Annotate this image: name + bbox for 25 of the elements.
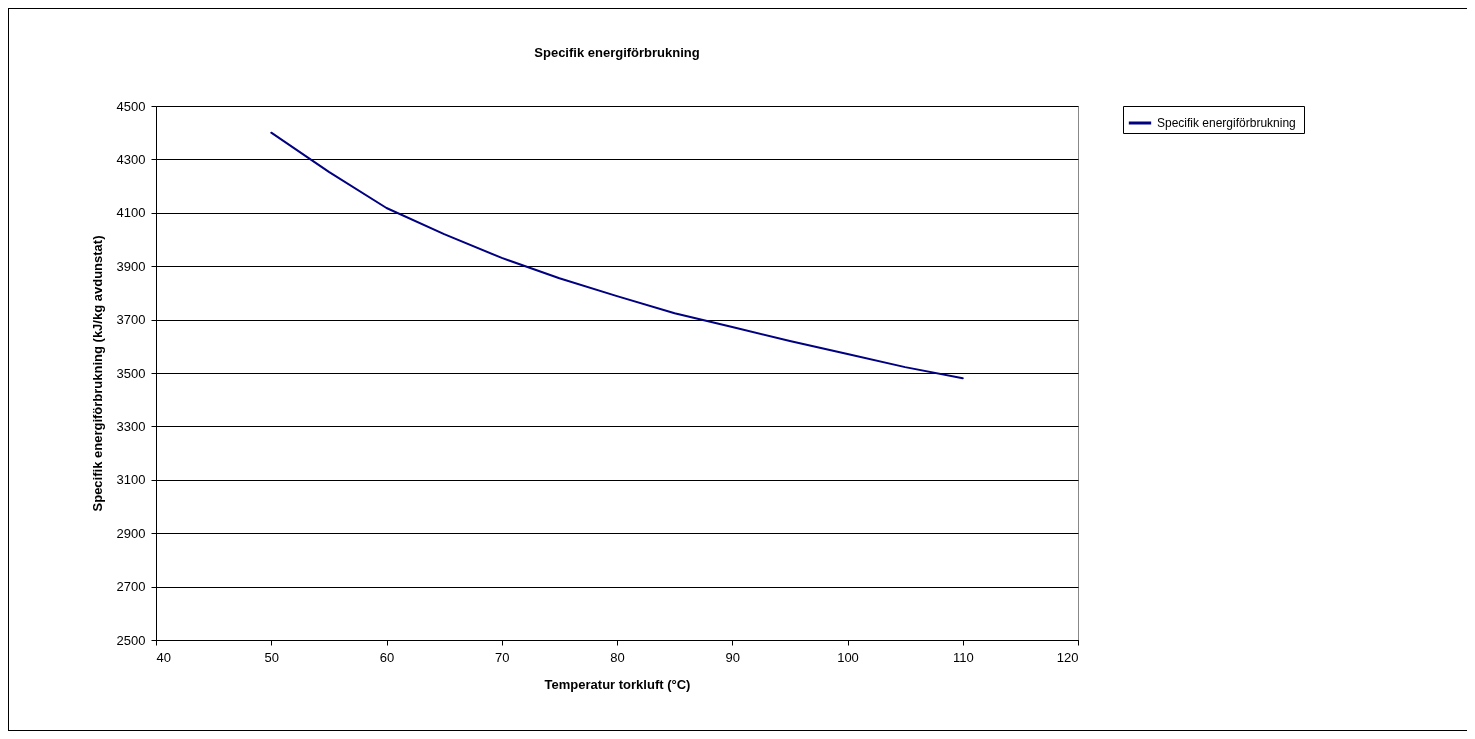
- x-tick-label: 40: [156, 649, 171, 665]
- y-tick-label: 4500: [116, 98, 146, 114]
- x-tick-label: 110: [952, 649, 974, 665]
- x-tick-label: 80: [610, 649, 625, 665]
- x-axis-title: Temperatur torkluft (°C): [544, 676, 691, 692]
- y-tick-label: 4300: [116, 151, 146, 167]
- y-tick-label: 2900: [116, 525, 146, 541]
- y-tick-label: 3700: [116, 312, 146, 328]
- x-tick-label: 70: [495, 649, 510, 665]
- y-tick-label: 3900: [116, 258, 146, 274]
- x-tick-label: 50: [264, 649, 279, 665]
- legend-label: Specifik energiförbrukning: [1157, 116, 1296, 130]
- x-tick-label: 90: [725, 649, 740, 665]
- y-tick-label: 3300: [116, 418, 146, 434]
- y-tick-label: 3500: [116, 365, 146, 381]
- y-tick-label: 2500: [116, 632, 146, 648]
- x-tick-label: 100: [837, 649, 859, 665]
- y-tick-label: 3100: [116, 472, 146, 488]
- x-tick-label: 120: [1056, 649, 1079, 665]
- y-axis-title: Specifik energiförbrukning (kJ/kg avdunstat): [89, 235, 105, 512]
- x-tick-label: 60: [379, 649, 395, 665]
- line-series: [270, 131, 964, 380]
- chart-title: Specifik energiförbrukning: [534, 45, 700, 60]
- y-tick-label: 2700: [116, 579, 146, 595]
- y-tick-label: 4100: [116, 205, 146, 221]
